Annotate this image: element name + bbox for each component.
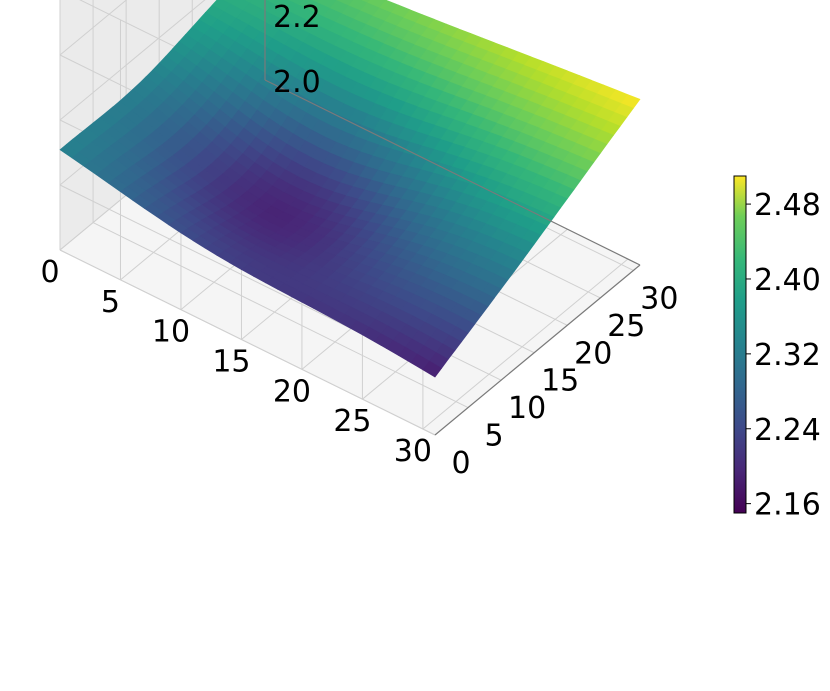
axis-line-y [264,79,641,266]
z-tick-label: 2.2 [273,0,321,35]
x-tick-label: 30 [394,434,432,469]
axis-line-x [434,264,641,436]
surface-facet [422,360,443,378]
grid-line-z-right [59,0,128,56]
y-tick-label: 20 [574,336,612,371]
grid-line-z-left [59,249,436,436]
x-tick-label: 20 [273,374,311,409]
axis-lines [264,0,641,436]
y-tick-label: 5 [485,419,504,454]
grid-line-x-floor [422,258,629,430]
colorbar-tick-label: 2.48 [754,188,821,223]
y-tick-label: 0 [451,446,470,481]
y-tick-label: 25 [607,309,645,344]
x-tick-label: 25 [333,404,371,439]
colorbar-tick-label: 2.16 [754,488,821,523]
y-tick-label: 30 [640,281,678,316]
x-tick-label: 5 [101,285,120,320]
colorbar-gradient [733,175,747,514]
y-tick-label: 15 [541,364,579,399]
y-tick-label: 10 [508,391,546,426]
colorbar: 2.16 2.24 2.32 2.40 2.48 [733,175,821,523]
grid-line-z-right [59,0,206,121]
grid-line-y-floor [92,222,469,409]
surface-mesh [59,0,641,378]
z-tick-label: 2.0 [273,65,321,100]
colorbar-tick-label: 2.32 [754,338,821,373]
x-tick-label: 15 [212,345,250,380]
colorbar-tick-label: 2.24 [754,413,821,448]
colorbar-tick-label: 2.40 [754,263,821,298]
x-tick-label: 10 [152,315,190,350]
x-tick-label: 0 [40,255,59,290]
